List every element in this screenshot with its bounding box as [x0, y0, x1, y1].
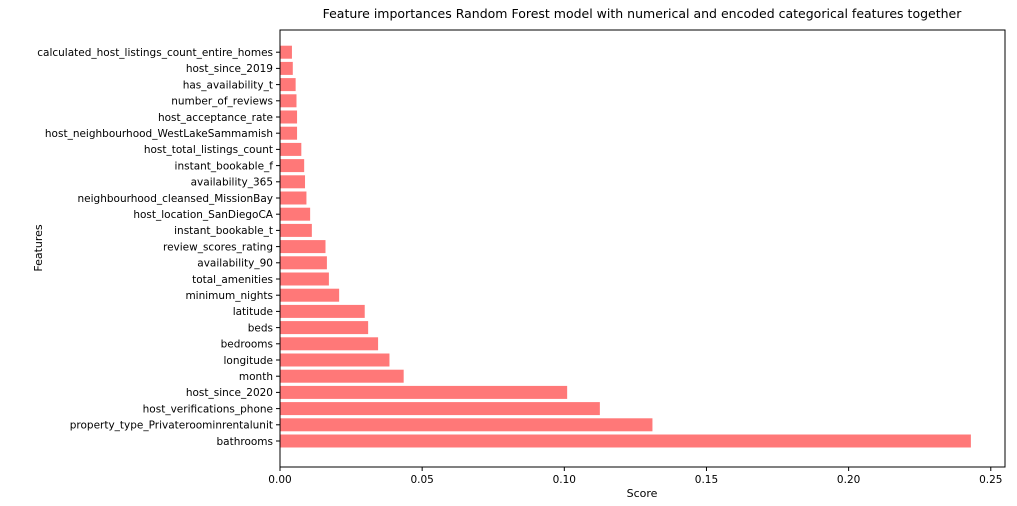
- bar-availability_365: [280, 175, 306, 189]
- x-tick-label: 0.05: [410, 474, 433, 486]
- x-tick-label: 0.10: [553, 474, 576, 486]
- y-tick-label: beds: [248, 322, 273, 334]
- y-tick-label: calculated_host_listings_count_entire_ho…: [37, 47, 273, 59]
- bar-minimum_nights: [280, 288, 340, 302]
- bar-host_verifications_phone: [280, 402, 600, 416]
- x-axis-label: Score: [627, 487, 658, 500]
- bar-longitude: [280, 353, 390, 367]
- y-tick-label: neighbourhood_cleansed_MissionBay: [78, 193, 274, 205]
- bar-number_of_reviews: [280, 94, 297, 108]
- bar-latitude: [280, 304, 365, 318]
- x-axis-ticks: 0.00 0.05 0.10 0.15 0.20 0.25: [268, 467, 1002, 486]
- bar-host_since_2020: [280, 385, 568, 399]
- x-tick-label: 0.00: [268, 474, 291, 486]
- y-tick-label: host_since_2019: [186, 63, 273, 75]
- y-tick-label: host_total_listings_count: [144, 144, 273, 156]
- bar-neighbourhood_cleansed_MissionBay: [280, 191, 307, 205]
- y-tick-label: host_verifications_phone: [143, 403, 273, 415]
- y-tick-label: number_of_reviews: [171, 96, 273, 108]
- bar-host_acceptance_rate: [280, 110, 298, 124]
- bar-has_availability_t: [280, 78, 296, 92]
- y-tick-label: property_type_Privateroominrentalunit: [70, 420, 273, 432]
- y-axis-label: Features: [32, 224, 45, 272]
- bar-calculated_host_listings_count_entire_homes: [280, 45, 292, 59]
- y-tick-label: latitude: [233, 306, 273, 318]
- y-tick-label: instant_bookable_t: [174, 225, 273, 237]
- y-tick-label: availability_90: [197, 258, 273, 270]
- y-tick-label: availability_365: [191, 177, 273, 189]
- y-tick-label: longitude: [224, 355, 273, 367]
- bar-review_scores_rating: [280, 240, 326, 254]
- y-tick-label: host_location_SanDiegoCA: [133, 209, 273, 221]
- bar-instant_bookable_t: [280, 223, 312, 237]
- y-axis-ticks: bathrooms property_type_Privateroominrent…: [37, 47, 280, 448]
- bar-host_location_SanDiegoCA: [280, 207, 311, 221]
- y-tick-label: month: [239, 371, 273, 383]
- bar-month: [280, 369, 404, 383]
- bar-total_amenities: [280, 272, 329, 286]
- y-tick-label: bathrooms: [216, 436, 273, 448]
- bar-availability_90: [280, 256, 327, 270]
- x-tick-label: 0.15: [695, 474, 718, 486]
- y-tick-label: has_availability_t: [183, 79, 273, 91]
- y-tick-label: review_scores_rating: [163, 241, 273, 253]
- x-tick-label: 0.20: [837, 474, 860, 486]
- bar-bathrooms: [280, 434, 971, 448]
- chart-title: Feature importances Random Forest model …: [323, 6, 963, 21]
- x-tick-label: 0.25: [979, 474, 1002, 486]
- y-tick-label: instant_bookable_f: [175, 160, 274, 172]
- y-tick-label: host_since_2020: [186, 387, 273, 399]
- bar-host_since_2019: [280, 61, 293, 75]
- bar-host_neighbourhood_WestLakeSammamish: [280, 126, 298, 140]
- y-tick-label: minimum_nights: [185, 290, 273, 302]
- bar-bedrooms: [280, 337, 379, 351]
- bars-group: [280, 45, 971, 448]
- bar-host_total_listings_count: [280, 142, 302, 156]
- bar-property_type_Privateroominrentalunit: [280, 418, 653, 432]
- y-tick-label: total_amenities: [192, 274, 273, 286]
- plot-frame: [279, 29, 1006, 468]
- y-tick-label: bedrooms: [221, 339, 273, 351]
- bar-beds: [280, 321, 369, 335]
- y-tick-label: host_neighbourhood_WestLakeSammamish: [45, 128, 273, 140]
- bar-instant_bookable_f: [280, 159, 305, 173]
- y-tick-label: host_acceptance_rate: [158, 112, 273, 124]
